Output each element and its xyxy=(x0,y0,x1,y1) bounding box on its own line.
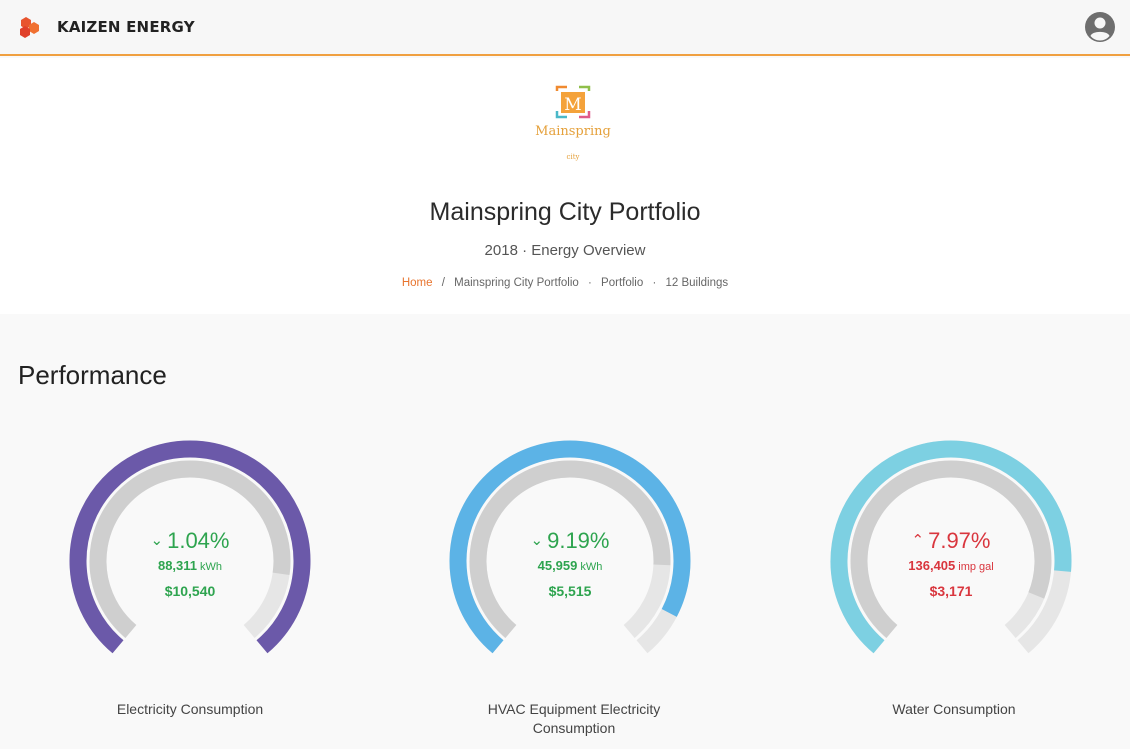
gauge-ring xyxy=(449,440,691,654)
gauge-outer-bar xyxy=(830,440,1072,654)
breadcrumb-buildings: 12 Buildings xyxy=(665,277,729,289)
gauge-outer-bar xyxy=(449,440,691,654)
gauge-hvac[interactable]: ⌄ 9.19% 45,959 kWh $5,515 xyxy=(445,436,695,686)
gauge-inner-bar xyxy=(850,460,1052,638)
gauge-label: Electricity Consumption xyxy=(116,701,264,717)
brand[interactable]: KAIZEN ENERGY xyxy=(17,14,195,40)
gauge-amount: 45,959 kWh xyxy=(445,558,695,573)
gauge-inner-bar xyxy=(469,460,671,638)
breadcrumb-separator: / xyxy=(441,277,445,289)
gauge-ring xyxy=(69,440,311,654)
gauge-amount: 88,311 kWh xyxy=(65,558,315,573)
gauge-label: Water Consumption xyxy=(892,701,1016,717)
gauge-cost: $3,171 xyxy=(929,583,973,599)
kaizen-logo-icon xyxy=(20,17,39,38)
amount-value: 136,405 xyxy=(908,558,956,573)
top-bar: KAIZEN ENERGY xyxy=(0,0,1130,56)
user-circle-icon[interactable] xyxy=(1084,11,1116,43)
amount-unit: imp gal xyxy=(958,561,994,573)
gauge-label: HVAC Equipment Electricity Consumption xyxy=(487,701,661,736)
amount-unit: kWh xyxy=(580,561,603,573)
gauge-water[interactable]: ⌃ 7.97% 136,405 imp gal $3,171 xyxy=(826,436,1076,686)
amount-value: 45,959 xyxy=(537,558,578,573)
percent-value: 7.97% xyxy=(928,528,991,553)
portfolio-header: M Mainspring city Mainspring City Portfo… xyxy=(0,58,1130,314)
breadcrumb-portfolio[interactable]: Mainspring City Portfolio xyxy=(454,277,579,289)
breadcrumb-dot: · xyxy=(588,277,592,289)
breadcrumb-dot: · xyxy=(652,277,657,289)
percent-value: 9.19% xyxy=(547,528,610,553)
gauge-ring xyxy=(830,440,1072,654)
client-logo: M Mainspring xyxy=(535,85,611,139)
gauge-percent-change: ⌄ 9.19% xyxy=(445,528,695,554)
section-title: Performance xyxy=(18,360,167,390)
gauge-cost: $5,515 xyxy=(548,583,592,599)
gauge-inner-bar xyxy=(89,460,291,638)
trend-down-icon: ⌄ xyxy=(150,532,164,549)
client-logo-name: Mainspring xyxy=(535,124,611,139)
trend-down-icon: ⌄ xyxy=(530,532,544,549)
gauge-percent-change: ⌄ 1.04% xyxy=(65,528,315,554)
percent-value: 1.04% xyxy=(167,528,230,553)
gauge-electricity[interactable]: ⌄ 1.04% 88,311 kWh $10,540 xyxy=(65,436,315,686)
gauge-percent-change: ⌃ 7.97% xyxy=(826,528,1076,554)
gauge-cost: $10,540 xyxy=(164,583,216,599)
gauge-outer-bar xyxy=(69,440,311,654)
trend-up-icon: ⌃ xyxy=(911,532,925,549)
breadcrumb: Home / Mainspring City Portfolio · Portf… xyxy=(0,277,1130,289)
breadcrumb-type: Portfolio xyxy=(601,277,644,289)
page-title: Mainspring City Portfolio xyxy=(429,198,701,226)
client-logo-letter: M xyxy=(564,95,581,115)
amount-value: 88,311 xyxy=(157,558,198,573)
breadcrumb-home-link[interactable]: Home xyxy=(401,277,433,289)
client-logo-sub: city xyxy=(566,153,580,161)
gauge-amount: 136,405 imp gal xyxy=(826,558,1076,573)
amount-unit: kWh xyxy=(200,561,223,573)
brand-name: KAIZEN ENERGY xyxy=(57,18,195,36)
page-subtitle: 2018 · Energy Overview xyxy=(484,242,646,259)
